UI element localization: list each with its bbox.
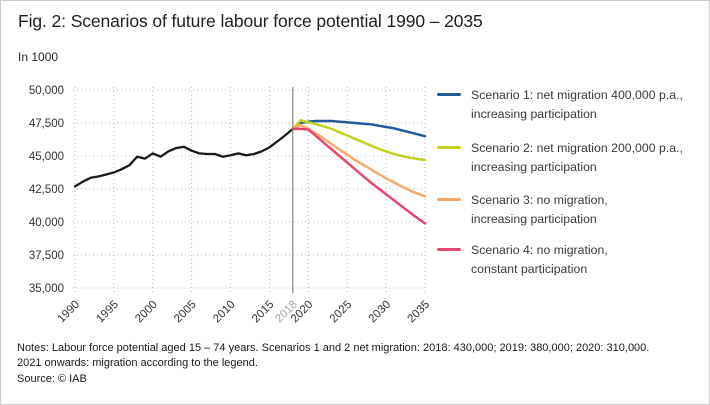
figure-source: Source: © IAB — [17, 373, 87, 385]
legend-label: increasing participation — [471, 107, 597, 121]
legend-label: Scenario 2: net migration 200,000 p.a., — [471, 141, 683, 155]
svg-text:47,500: 47,500 — [29, 118, 64, 130]
legend-item-scenario-1: Scenario 1: net migration 400,000 p.a., … — [437, 86, 683, 124]
svg-text:45,000: 45,000 — [29, 151, 64, 163]
svg-text:2035: 2035 — [406, 299, 433, 326]
legend-line-swatch — [437, 146, 461, 149]
svg-text:2005: 2005 — [172, 299, 199, 326]
legend-line-swatch — [437, 248, 461, 251]
figure-notes: Notes: Labour force potential aged 15 – … — [17, 341, 703, 371]
legend-item-scenario-4: Scenario 4: no migration, constant parti… — [437, 241, 608, 279]
svg-text:50,000: 50,000 — [29, 85, 64, 97]
svg-text:35,000: 35,000 — [29, 283, 64, 295]
svg-text:2030: 2030 — [367, 299, 394, 326]
legend-label: Scenario 1: net migration 400,000 p.a., — [471, 88, 683, 102]
legend-label: Scenario 4: no migration, — [471, 243, 608, 257]
legend-item-scenario-3: Scenario 3: no migration, increasing par… — [437, 191, 608, 229]
svg-text:40,000: 40,000 — [29, 217, 64, 229]
svg-text:2000: 2000 — [133, 299, 160, 326]
legend-label: constant participation — [471, 262, 588, 276]
svg-text:1990: 1990 — [56, 299, 83, 326]
legend-line-swatch — [437, 198, 461, 201]
svg-text:42,500: 42,500 — [29, 184, 64, 196]
legend-label: increasing participation — [471, 160, 597, 174]
svg-text:2015: 2015 — [250, 299, 277, 326]
svg-text:2025: 2025 — [328, 299, 355, 326]
legend-label: increasing participation — [471, 212, 597, 226]
notes-line-2: 2021 onwards: migration according to the… — [17, 357, 258, 369]
svg-text:2010: 2010 — [211, 299, 238, 326]
notes-line-1: Notes: Labour force potential aged 15 – … — [17, 342, 650, 354]
legend-item-scenario-2: Scenario 2: net migration 200,000 p.a., … — [437, 139, 683, 177]
svg-text:1995: 1995 — [94, 299, 121, 326]
axis-unit-label: In 1000 — [18, 50, 59, 64]
page-title: Fig. 2: Scenarios of future labour force… — [18, 11, 483, 31]
legend-label: Scenario 3: no migration, — [471, 193, 608, 207]
svg-text:37,500: 37,500 — [29, 250, 64, 262]
legend-line-swatch — [437, 93, 461, 96]
